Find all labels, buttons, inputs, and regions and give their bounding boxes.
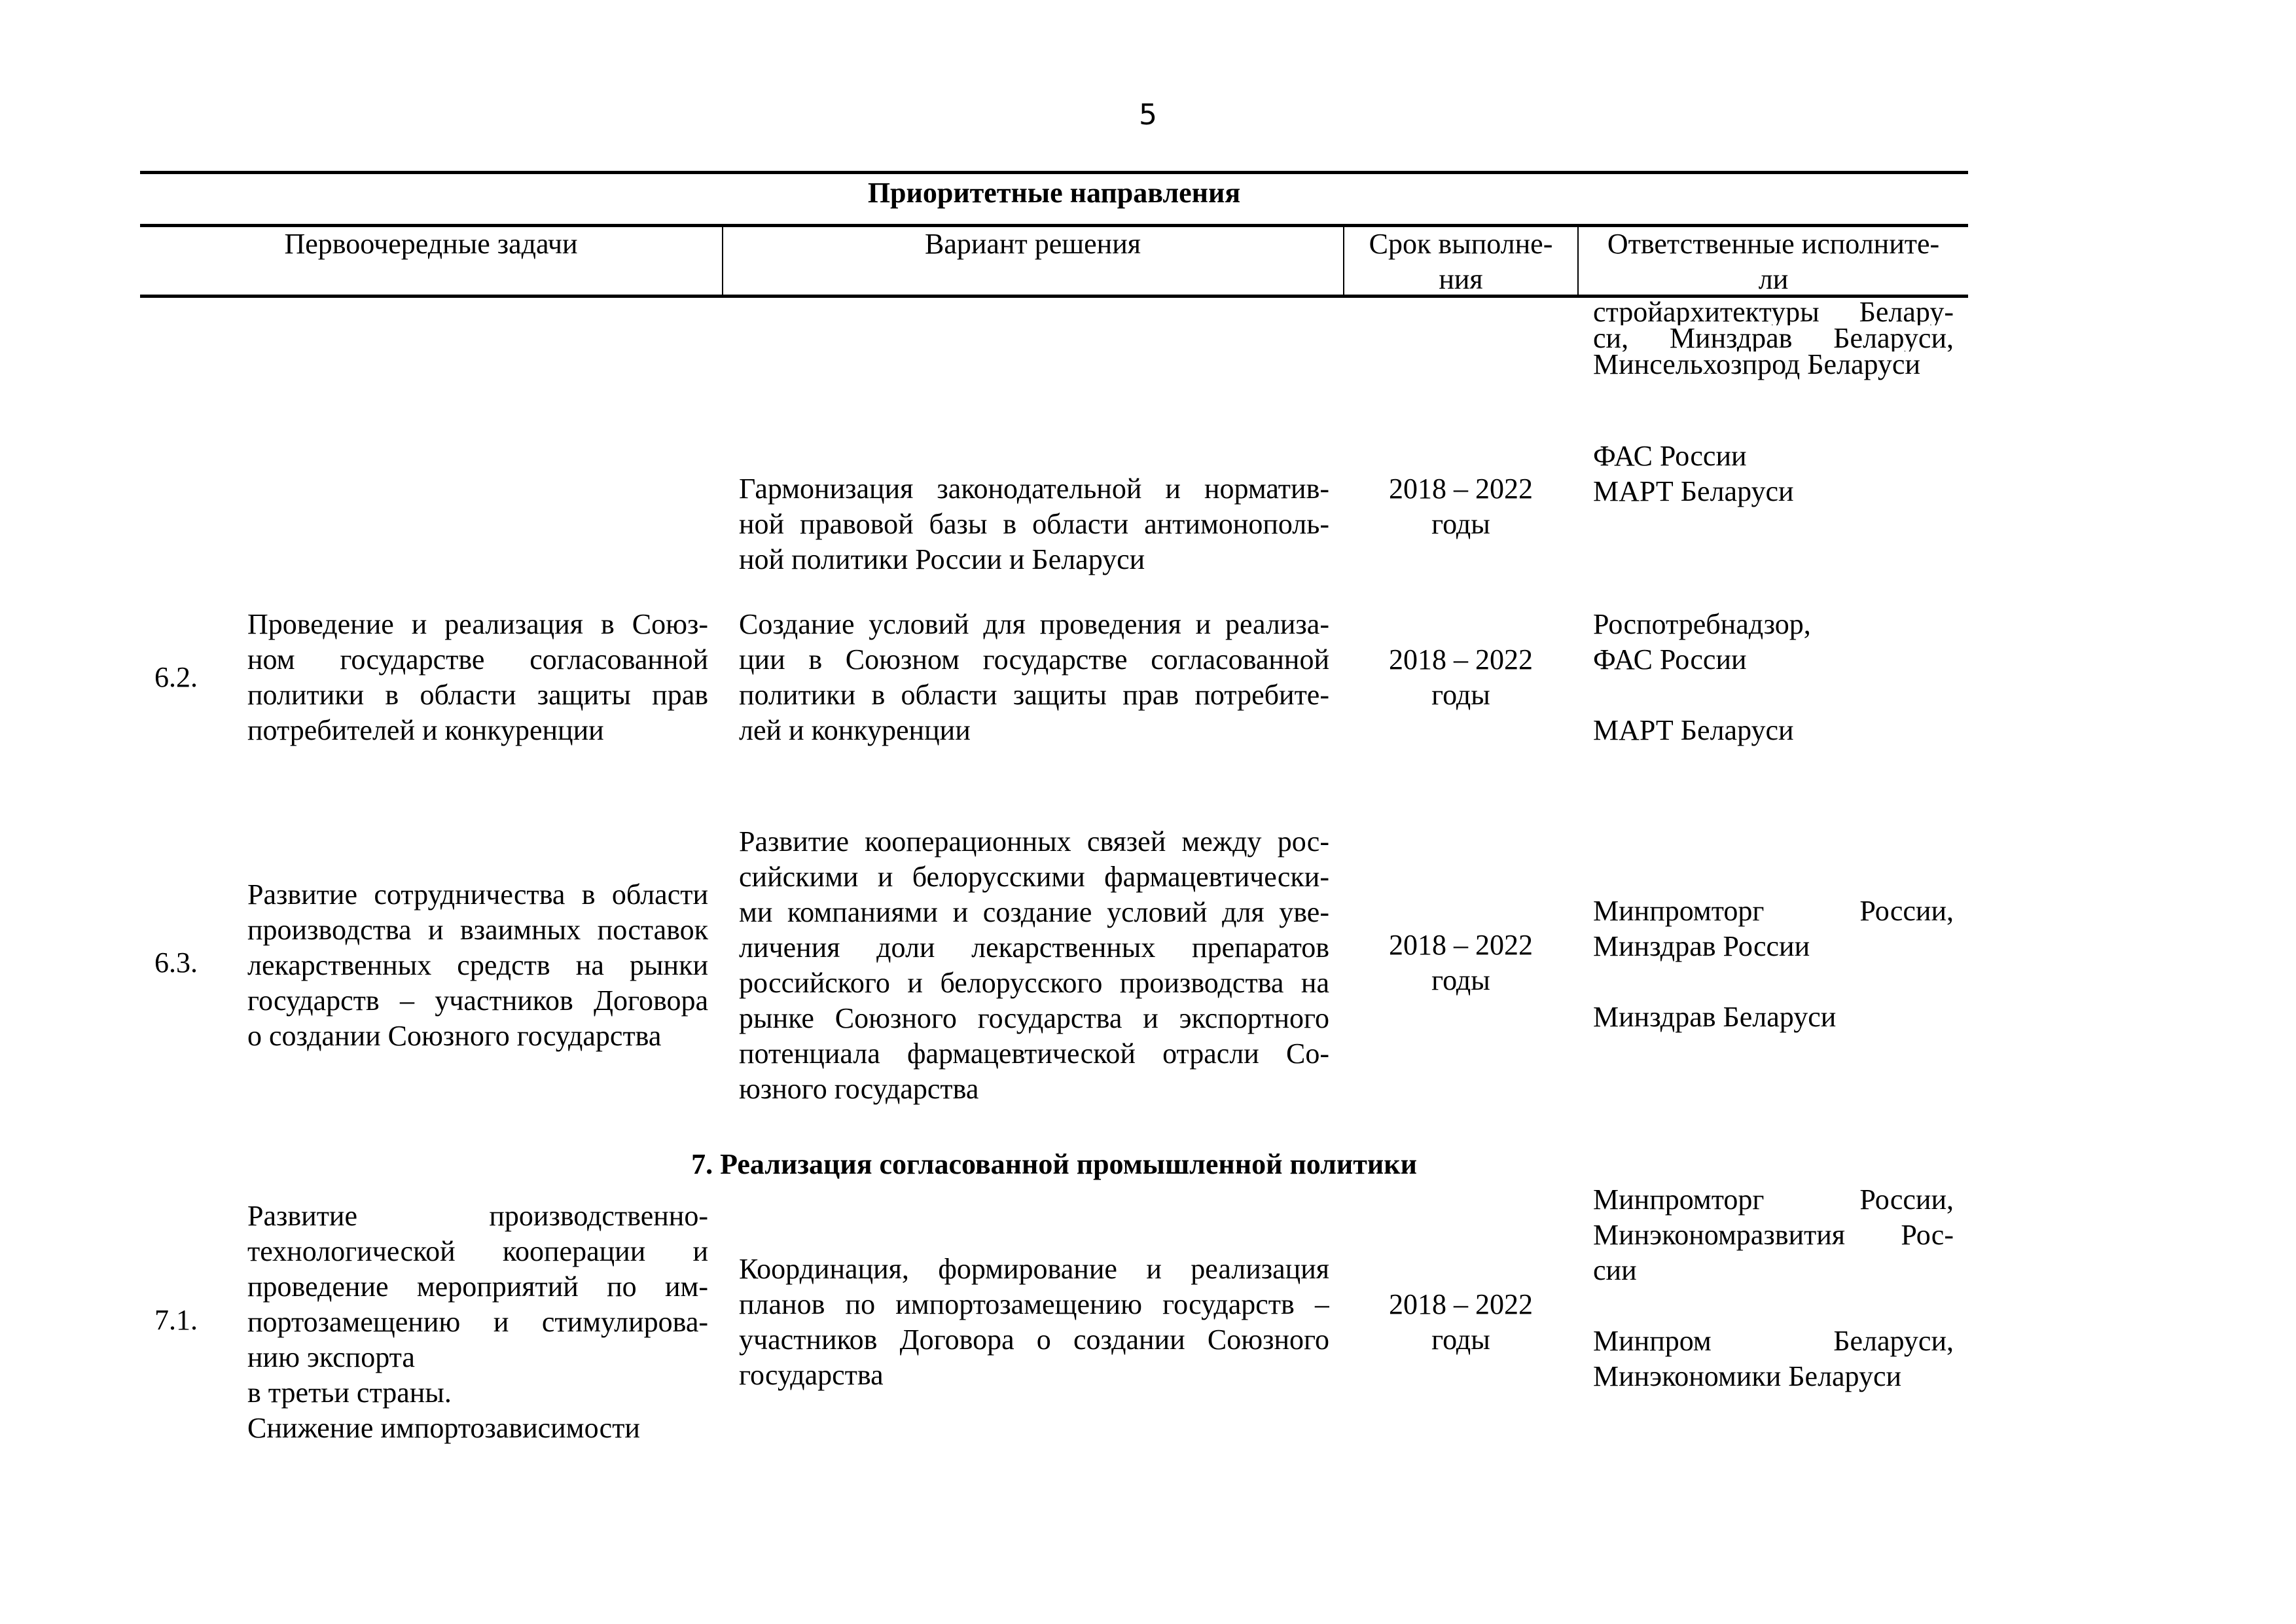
text-line: си, Минздрав Беларуси, xyxy=(1593,325,1954,352)
text-line: Снижение импортозависимости xyxy=(247,1412,640,1444)
solution-cell: Развитие кооперационных связей между рос… xyxy=(739,824,1329,1107)
text-line: годы xyxy=(1431,964,1490,996)
text-line: участников Договора о создании Союзного xyxy=(739,1324,1329,1356)
header-term: Срок выполне- ния xyxy=(1344,226,1577,297)
column-divider xyxy=(1577,225,1579,296)
text-line: ной правовой базы в области антимонополь… xyxy=(739,508,1329,540)
executors-cell: стройархитектуры Белару-си, Минздрав Бел… xyxy=(1593,299,1954,380)
solution-cell: Гармонизация законодательной и норматив-… xyxy=(739,471,1329,577)
text-line: юзного государства xyxy=(739,1073,979,1105)
text-line: технологической кооперации и xyxy=(247,1235,708,1267)
header-top-border xyxy=(140,224,1968,227)
text-line: Минэкономики Беларуси xyxy=(1593,1360,1902,1392)
row-number: 6.3. xyxy=(154,947,198,979)
term-cell: 2018 – 2022 годы xyxy=(1355,928,1567,998)
header-executors-line: Ответственные исполните- xyxy=(1607,228,1940,260)
text-line: российского и белорусского производства … xyxy=(739,967,1329,999)
text-line: Минпром Беларуси, xyxy=(1593,1325,1954,1357)
text-line: ФАС России xyxy=(1593,440,1747,472)
text-line: Минэкономразвития Рос- xyxy=(1593,1219,1954,1251)
executors-cell: Минпромторг России, Минэкономразвития Рос… xyxy=(1593,1182,1954,1394)
text-line: политики в области защиты прав потребите… xyxy=(739,679,1329,711)
row-number: 7.1. xyxy=(154,1304,198,1336)
text-line: государств – участников Договора xyxy=(247,984,708,1017)
text-line: лекарственных средств на рынки xyxy=(247,949,708,981)
section-heading: 7. Реализация согласованной промышленной… xyxy=(691,1148,1417,1180)
text-line: Координация, формирование и реализация xyxy=(739,1253,1329,1285)
header-term-line: ния xyxy=(1439,263,1483,295)
text-line: лей и конкуренции xyxy=(739,714,971,746)
text-line: Минпромторг России, xyxy=(1593,895,1954,927)
text-line: Гармонизация законодательной и норматив- xyxy=(739,473,1329,505)
text-line: МАРТ Беларуси xyxy=(1593,475,1794,507)
text-line: 2018 – 2022 xyxy=(1389,929,1533,961)
text-line: 2018 – 2022 xyxy=(1389,643,1533,676)
text-line: Минсельхозпрод Беларуси xyxy=(1593,348,1920,380)
text-line: годы xyxy=(1431,679,1490,711)
header-bottom-border xyxy=(140,295,1968,298)
text-line: годы xyxy=(1431,1324,1490,1356)
text-line: личения доли лекарственных препаратов xyxy=(739,931,1329,964)
text-line: 2018 – 2022 xyxy=(1389,473,1533,505)
text-line: потребителей и конкуренции xyxy=(247,714,604,746)
text-line: МАРТ Беларуси xyxy=(1593,714,1794,746)
column-divider xyxy=(722,225,723,296)
executors-cell: ФАС России МАРТ Беларуси xyxy=(1593,439,1954,509)
header-executors-line: ли xyxy=(1758,263,1789,295)
solution-cell: Координация, формирование и реализация пл… xyxy=(739,1252,1329,1393)
text-line: проведение мероприятий по им- xyxy=(247,1271,708,1303)
page-number: 5 xyxy=(1139,98,1157,132)
term-cell: 2018 – 2022 годы xyxy=(1355,1287,1567,1358)
text-line: Создание условий для проведения и реализ… xyxy=(739,608,1329,640)
text-line: планов по импортозамещению государств – xyxy=(739,1288,1329,1320)
column-divider xyxy=(1343,225,1344,296)
text-line: стройархитектуры Белару- xyxy=(1593,299,1954,325)
table-title: Приоритетные направления xyxy=(867,177,1241,209)
text-line xyxy=(1593,677,1954,713)
text-line xyxy=(1593,1288,1954,1324)
term-cell: 2018 – 2022 годы xyxy=(1355,471,1567,542)
table-top-border xyxy=(140,171,1968,174)
text-line: политики в области защиты прав xyxy=(247,679,708,711)
executors-cell: Минпромторг России, Минздрав России Минздр… xyxy=(1593,893,1954,1035)
text-line: ции в Союзном государстве согласованной xyxy=(739,643,1329,676)
header-term-line: Срок выполне- xyxy=(1369,228,1553,260)
text-line: портозамещению и стимулирова- xyxy=(247,1306,708,1338)
text-line: потенциала фармацевтической отрасли Со- xyxy=(739,1038,1329,1070)
solution-cell: Создание условий для проведения и реализ… xyxy=(739,607,1329,748)
text-line: Развитие кооперационных связей между рос… xyxy=(739,825,1329,857)
text-line: ной политики России и Беларуси xyxy=(739,543,1145,575)
row-number: 6.2. xyxy=(154,661,198,693)
text-line: Проведение и реализация в Союз- xyxy=(247,608,708,640)
text-line: в третьи страны. xyxy=(247,1377,452,1409)
text-line: нию экспорта xyxy=(247,1341,415,1373)
text-line: Минздрав Беларуси xyxy=(1593,1001,1837,1033)
text-line: ном государстве согласованной xyxy=(247,643,708,676)
executors-cell: Роспотребнадзор, ФАС России МАРТ Беларуси xyxy=(1593,607,1954,748)
text-line xyxy=(1593,964,1954,1000)
term-cell: 2018 – 2022 годы xyxy=(1355,642,1567,713)
text-line: ФАС России xyxy=(1593,643,1747,676)
text-line: годы xyxy=(1431,508,1490,540)
text-line: Роспотребнадзор, xyxy=(1593,608,1811,640)
text-line: 2018 – 2022 xyxy=(1389,1288,1533,1320)
text-line: ми компаниями и создание условий для уве… xyxy=(739,896,1329,928)
task-cell: Проведение и реализация в Союз-ном госуд… xyxy=(247,607,708,748)
text-line: рынке Союзного государства и экспортного xyxy=(739,1002,1329,1034)
header-executors: Ответственные исполните- ли xyxy=(1579,226,1968,297)
text-line: Развитие производственно- xyxy=(247,1200,708,1232)
text-line: о создании Союзного государства xyxy=(247,1020,662,1052)
header-solution: Вариант решения xyxy=(925,228,1141,260)
text-line: государства xyxy=(739,1359,884,1391)
task-cell: Развитие производственно-технологической… xyxy=(247,1199,708,1446)
text-line: Минздрав России xyxy=(1593,930,1810,962)
text-line: сии xyxy=(1593,1254,1637,1286)
text-line: производства и взаимных поставок xyxy=(247,914,708,946)
task-cell: Развитие сотрудничества в области произво… xyxy=(247,877,708,1054)
text-line: сийскими и белорусскими фармацевтически- xyxy=(739,861,1329,893)
header-tasks: Первоочередные задачи xyxy=(284,228,578,260)
text-line: Развитие сотрудничества в области xyxy=(247,878,708,911)
text-line: Минпромторг России, xyxy=(1593,1183,1954,1216)
